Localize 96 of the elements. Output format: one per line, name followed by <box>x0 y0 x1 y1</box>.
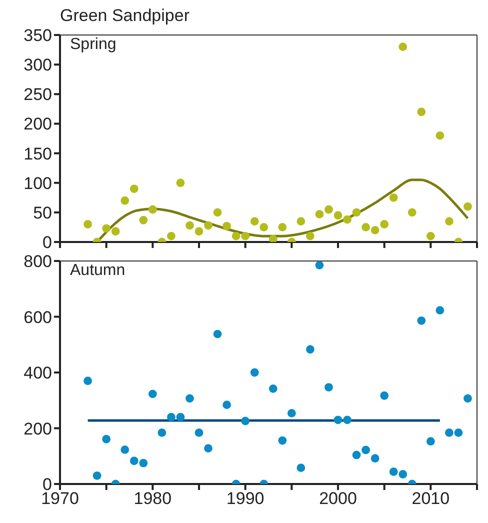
y-tick-label: 400 <box>24 364 52 383</box>
point <box>324 205 333 214</box>
point <box>194 428 204 437</box>
y-tick-label: 100 <box>24 174 52 193</box>
point <box>84 376 92 386</box>
point <box>120 446 130 454</box>
point <box>176 178 185 188</box>
annotation: Spring <box>70 36 116 54</box>
point <box>111 227 120 236</box>
point <box>260 223 268 232</box>
point <box>158 428 166 437</box>
point <box>426 232 435 240</box>
point <box>306 345 314 354</box>
point <box>278 436 287 445</box>
point <box>148 205 157 214</box>
point <box>464 202 472 211</box>
point <box>186 394 194 403</box>
point <box>408 208 416 217</box>
point <box>343 416 352 424</box>
point <box>204 221 212 230</box>
point <box>250 368 259 377</box>
point <box>464 394 472 403</box>
point <box>352 450 361 460</box>
x-tick-label: 2000 <box>319 489 357 508</box>
point <box>287 408 296 418</box>
point <box>324 383 333 392</box>
point <box>241 416 250 426</box>
point <box>417 316 426 325</box>
point <box>92 471 102 480</box>
point <box>296 217 306 226</box>
x-tick-label: 1980 <box>134 489 172 508</box>
y-tick-label: 150 <box>24 144 52 164</box>
point <box>362 223 370 232</box>
point <box>454 428 463 437</box>
chart-title: Green Sandpiper <box>60 6 190 25</box>
y-tick-label: 250 <box>24 85 52 104</box>
point <box>417 108 426 116</box>
point <box>296 464 306 472</box>
y-tick-label: 300 <box>24 56 52 75</box>
x-tick-label: 1990 <box>226 489 264 508</box>
x-tick-label: 1970 <box>41 489 79 508</box>
point <box>380 220 389 228</box>
y-tick-label: 200 <box>24 114 52 134</box>
point <box>139 458 148 468</box>
point <box>194 227 204 236</box>
y-tick-label: 800 <box>24 252 52 272</box>
point <box>222 400 231 410</box>
point <box>315 210 324 218</box>
y-tick-label: 350 <box>24 26 52 46</box>
point <box>130 184 138 193</box>
y-tick-label: 50 <box>33 203 52 222</box>
point <box>102 434 111 444</box>
point <box>268 234 278 242</box>
point <box>167 412 176 422</box>
point <box>232 232 240 240</box>
point <box>278 223 287 232</box>
point <box>120 196 130 205</box>
y-tick-label: 0 <box>42 233 52 252</box>
point <box>436 131 444 140</box>
point <box>167 232 176 240</box>
point <box>334 211 342 220</box>
point <box>398 42 408 52</box>
annotation: Autumn <box>70 262 126 280</box>
point <box>352 208 361 217</box>
point <box>213 330 222 338</box>
point <box>334 416 342 424</box>
point <box>343 215 352 224</box>
y-tick-label: 600 <box>24 308 52 327</box>
point <box>139 216 148 224</box>
point <box>306 232 314 240</box>
point <box>370 454 380 463</box>
point <box>398 470 408 478</box>
point <box>315 261 324 270</box>
point <box>204 444 212 453</box>
point <box>426 437 435 446</box>
point <box>436 306 444 315</box>
point <box>176 412 185 422</box>
point <box>213 208 222 217</box>
x-tick-label: 2010 <box>412 489 450 508</box>
point <box>362 446 370 454</box>
point <box>148 390 157 398</box>
point <box>370 226 380 234</box>
point <box>241 232 250 240</box>
point <box>222 222 231 230</box>
point <box>268 384 278 393</box>
point <box>250 217 259 226</box>
point <box>389 468 398 476</box>
point <box>84 220 92 228</box>
point <box>380 391 389 400</box>
point <box>130 456 138 466</box>
y-tick-label: 200 <box>24 419 52 438</box>
point <box>389 193 398 202</box>
point <box>186 221 194 230</box>
point <box>445 428 454 437</box>
point <box>445 217 454 226</box>
point <box>102 224 111 233</box>
